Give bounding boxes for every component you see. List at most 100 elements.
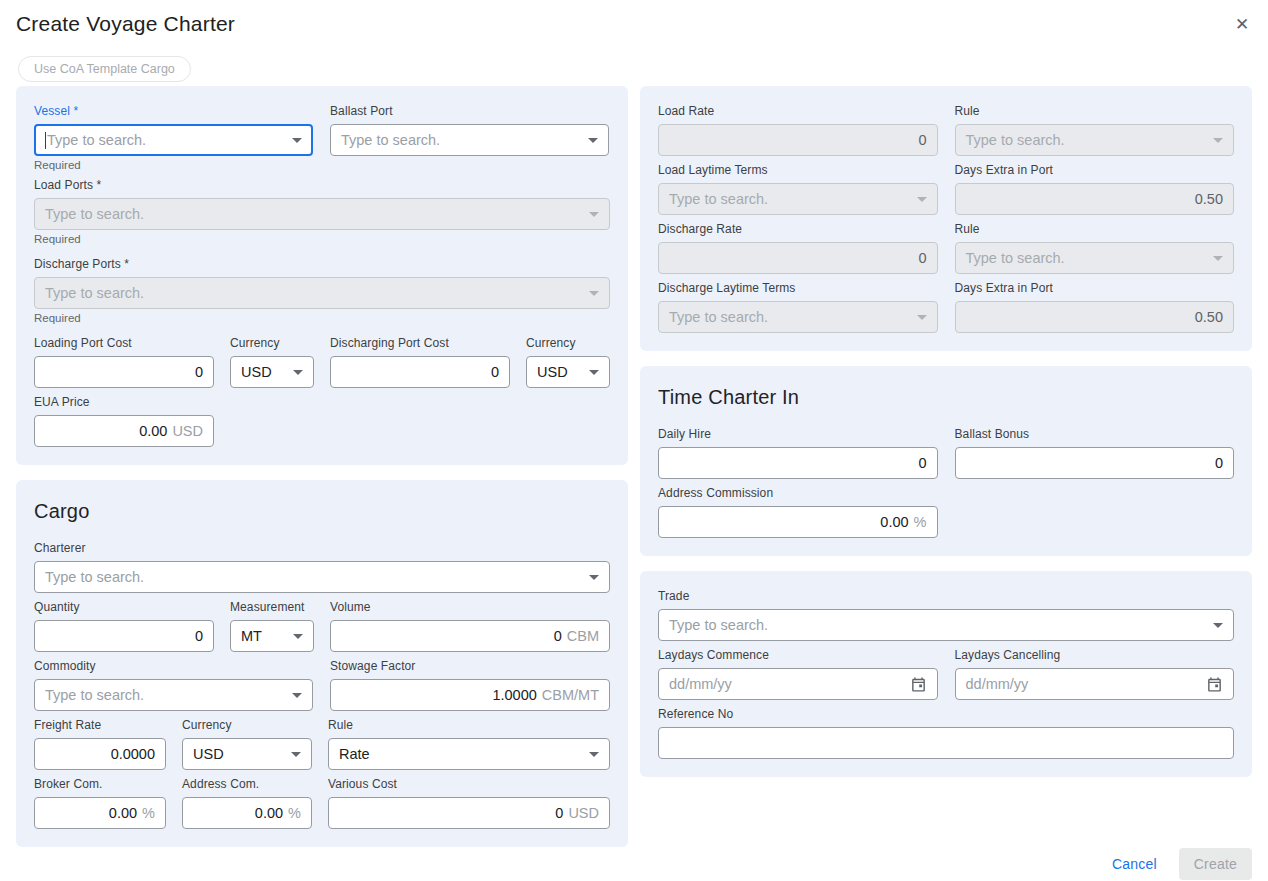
laydays-commence-input[interactable]: dd/mm/yy [658, 668, 938, 700]
eua-price-input[interactable]: 0.00 USD [34, 415, 214, 447]
load-rate-input[interactable]: 0 [658, 124, 938, 156]
quantity-value: 0 [195, 628, 203, 644]
cancel-button[interactable]: Cancel [1112, 856, 1157, 872]
stowage-factor-input[interactable]: 1.0000 CBM/MT [330, 679, 610, 711]
freight-currency-value: USD [193, 746, 224, 762]
address-com-label: Address Com. [182, 777, 312, 791]
chevron-down-icon [1213, 138, 1223, 143]
create-button[interactable]: Create [1179, 848, 1252, 880]
trade-select[interactable]: Type to search. [658, 609, 1234, 641]
load-laytime-terms-label: Load Laytime Terms [658, 163, 938, 177]
discharge-ports-required-hint: Required [34, 312, 610, 324]
commodity-label: Commodity [34, 659, 313, 673]
reference-no-label: Reference No [658, 707, 1234, 721]
discharge-laytime-terms-select[interactable]: Type to search. [658, 301, 938, 333]
vessel-label: Vessel * [34, 104, 313, 118]
discharge-rate-input[interactable]: 0 [658, 242, 938, 274]
laydays-cancelling-label: Laydays Cancelling [955, 648, 1235, 662]
discharging-port-cost-value: 0 [491, 364, 499, 380]
load-laytime-terms-select[interactable]: Type to search. [658, 183, 938, 215]
daily-hire-label: Daily Hire [658, 427, 938, 441]
ballast-port-select[interactable]: Type to search. [330, 124, 609, 156]
loading-currency-select[interactable]: USD [230, 356, 314, 388]
chevron-down-icon [293, 634, 303, 639]
broker-com-label: Broker Com. [34, 777, 166, 791]
discharge-days-extra-value: 0.50 [1195, 309, 1223, 325]
loading-port-cost-value: 0 [195, 364, 203, 380]
calendar-icon[interactable] [1206, 676, 1223, 693]
calendar-icon[interactable] [910, 676, 927, 693]
discharging-port-cost-input[interactable]: 0 [330, 356, 510, 388]
broker-com-input[interactable]: 0.00 % [34, 797, 166, 829]
measurement-label: Measurement [230, 600, 314, 614]
address-commission-label: Address Commission [658, 486, 938, 500]
address-commission-input[interactable]: 0.00 % [658, 506, 938, 538]
rule-value: Rate [339, 746, 370, 762]
right-column: Load Rate 0 Rule Type to search. Load La… [640, 86, 1252, 777]
ballast-port-placeholder: Type to search. [341, 132, 440, 148]
vessel-select[interactable]: Type to search. [34, 124, 313, 156]
stowage-factor-value: 1.0000 [492, 687, 536, 703]
volume-label: Volume [330, 600, 610, 614]
chevron-down-icon [293, 370, 303, 375]
eua-price-value: 0.00 [139, 423, 167, 439]
various-cost-input[interactable]: 0 USD [328, 797, 610, 829]
measurement-select[interactable]: MT [230, 620, 314, 652]
discharge-days-extra-input[interactable]: 0.50 [955, 301, 1235, 333]
charterer-label: Charterer [34, 541, 610, 555]
ballast-bonus-input[interactable]: 0 [955, 447, 1235, 479]
time-charter-in-panel: Time Charter In Daily Hire 0 Ballast Bon… [640, 366, 1252, 556]
load-rule-placeholder: Type to search. [966, 132, 1065, 148]
load-days-extra-input[interactable]: 0.50 [955, 183, 1235, 215]
loading-port-cost-label: Loading Port Cost [34, 336, 214, 350]
use-coa-template-cargo-button[interactable]: Use CoA Template Cargo [18, 56, 191, 82]
daily-hire-input[interactable]: 0 [658, 447, 938, 479]
discharge-laytime-placeholder: Type to search. [669, 309, 768, 325]
cargo-heading: Cargo [34, 500, 610, 523]
trade-label: Trade [658, 589, 1234, 603]
load-rule-select[interactable]: Type to search. [955, 124, 1235, 156]
dialog-footer: Cancel Create [1112, 848, 1252, 880]
volume-unit: CBM [567, 628, 599, 644]
rule-select[interactable]: Rate [328, 738, 610, 770]
load-days-extra-value: 0.50 [1195, 191, 1223, 207]
stowage-factor-unit: CBM/MT [542, 687, 599, 703]
loading-port-cost-input[interactable]: 0 [34, 356, 214, 388]
various-cost-label: Various Cost [328, 777, 610, 791]
loading-currency-label: Currency [230, 336, 314, 350]
ballast-bonus-label: Ballast Bonus [955, 427, 1235, 441]
close-icon[interactable]: ✕ [1230, 12, 1254, 36]
discharge-rule-select[interactable]: Type to search. [955, 242, 1235, 274]
reference-no-input[interactable] [658, 727, 1234, 759]
load-ports-select[interactable]: Type to search. [34, 198, 610, 230]
freight-rate-label: Freight Rate [34, 718, 166, 732]
address-com-input[interactable]: 0.00 % [182, 797, 312, 829]
discharge-rule-placeholder: Type to search. [966, 250, 1065, 266]
volume-input[interactable]: 0 CBM [330, 620, 610, 652]
chevron-down-icon [589, 212, 599, 217]
ballast-bonus-value: 0 [1215, 455, 1223, 471]
various-cost-unit: USD [568, 805, 599, 821]
broker-com-value: 0.00 [109, 805, 137, 821]
voyage-panel: Vessel * Type to search. Required Ballas… [16, 86, 628, 465]
laydays-commence-label: Laydays Commence [658, 648, 938, 662]
discharging-currency-select[interactable]: USD [526, 356, 610, 388]
discharge-rate-label: Discharge Rate [658, 222, 938, 236]
quantity-input[interactable]: 0 [34, 620, 214, 652]
trade-panel: Trade Type to search. Laydays Commence d… [640, 571, 1252, 777]
discharge-ports-select[interactable]: Type to search. [34, 277, 610, 309]
quantity-label: Quantity [34, 600, 214, 614]
commodity-placeholder: Type to search. [45, 687, 144, 703]
chevron-down-icon [588, 138, 598, 143]
charterer-select[interactable]: Type to search. [34, 561, 610, 593]
freight-currency-select[interactable]: USD [182, 738, 312, 770]
broker-com-unit: % [142, 805, 155, 821]
freight-rate-input[interactable]: 0.0000 [34, 738, 166, 770]
load-rate-value: 0 [918, 132, 926, 148]
chevron-down-icon [589, 752, 599, 757]
chevron-down-icon [917, 197, 927, 202]
commodity-select[interactable]: Type to search. [34, 679, 313, 711]
laydays-cancelling-input[interactable]: dd/mm/yy [955, 668, 1235, 700]
ballast-port-label: Ballast Port [330, 104, 609, 118]
left-column: Vessel * Type to search. Required Ballas… [16, 86, 628, 847]
